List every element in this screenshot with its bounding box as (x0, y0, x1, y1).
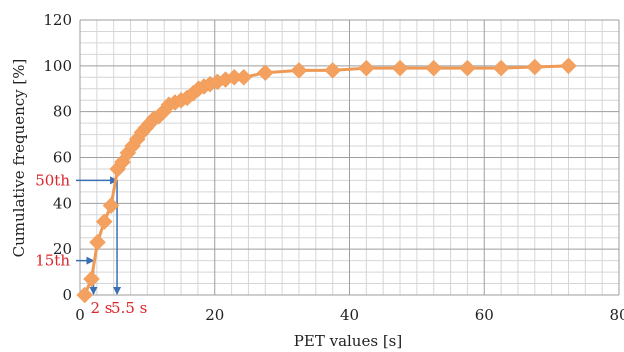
x-tick-label: 20 (205, 306, 224, 324)
data-point-marker (526, 58, 544, 76)
data-point-marker (95, 213, 113, 231)
pet-value-label: 5.5 s (111, 299, 147, 317)
y-tick-label: 100 (43, 57, 72, 75)
annotation-text-layer: 15th 50th 2 s5.5 s (35, 171, 147, 317)
y-axis-title: Cumulative frequency [%] (10, 59, 28, 258)
x-tick-label: 40 (340, 306, 359, 324)
data-point-marker (83, 270, 100, 288)
y-tick-label: 40 (53, 194, 72, 212)
data-point-marker (290, 62, 308, 79)
y-tick-label: 20 (53, 240, 72, 258)
pet-value-label: 2 s (90, 299, 112, 317)
x-tick-label: 80 (609, 306, 624, 324)
x-axis-title: PET values [s] (294, 332, 402, 350)
data-point-marker (391, 59, 409, 77)
series-layer (76, 57, 577, 304)
grid-layer (79, 19, 620, 296)
percentile-label: 15th (35, 252, 70, 270)
tick-label-layer: 0 20 40 60 80 0 20 40 60 80 100 120 (43, 11, 624, 324)
data-point-marker (492, 59, 510, 77)
data-point-marker (459, 59, 476, 77)
x-tick-label: 0 (75, 306, 85, 324)
percentile-label: 50th (35, 171, 70, 189)
data-point-marker (256, 64, 274, 82)
y-tick-label: 60 (53, 149, 72, 167)
data-point-marker (76, 286, 94, 304)
y-tick-label: 120 (43, 11, 72, 29)
data-point-marker (425, 59, 443, 77)
data-point-marker (357, 59, 375, 77)
data-point-marker (324, 62, 342, 79)
y-tick-label: 80 (53, 103, 72, 121)
data-point-marker (560, 57, 577, 75)
data-point-marker (102, 197, 120, 214)
data-point-marker (235, 68, 253, 86)
y-tick-label: 0 (62, 286, 72, 304)
data-point-marker (89, 233, 106, 251)
x-tick-label: 60 (475, 306, 494, 324)
